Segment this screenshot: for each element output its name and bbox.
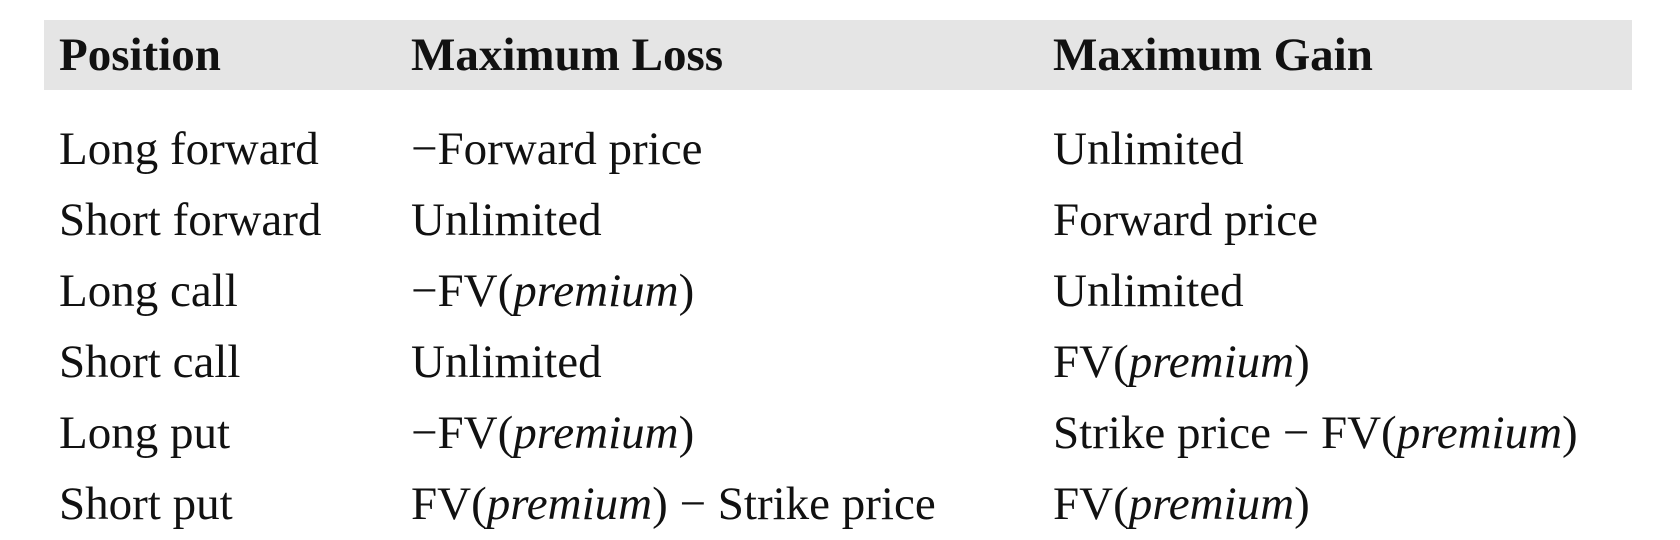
cell-position: Long forward bbox=[59, 123, 319, 175]
cell-maximum-loss: Unlimited bbox=[396, 197, 1038, 244]
cell-position: Short put bbox=[59, 478, 233, 530]
cell-position: Long call bbox=[59, 265, 238, 317]
text-segment: ) bbox=[1294, 478, 1310, 530]
text-segment: −Forward price bbox=[411, 123, 703, 175]
table-header-row: Position Maximum Loss Maximum Gain bbox=[44, 20, 1632, 90]
positions-table: Position Maximum Loss Maximum Gain Long … bbox=[44, 20, 1632, 540]
italic-text: premium bbox=[513, 407, 679, 459]
text-segment: Unlimited bbox=[1053, 123, 1244, 175]
cell-position: Short call bbox=[59, 336, 241, 388]
cell-maximum-gain: Strike price − FV(premium) bbox=[1038, 410, 1632, 457]
table-row: Short call Unlimited FV(premium) bbox=[44, 327, 1632, 398]
table-row: Long put −FV(premium) Strike price − FV(pr… bbox=[44, 398, 1632, 469]
text-segment: FV( bbox=[411, 478, 487, 530]
text-segment: ) bbox=[1294, 336, 1310, 388]
cell-maximum-gain: FV(premium) bbox=[1038, 339, 1632, 386]
table-row: Short put FV(premium) − Strike price FV(pr… bbox=[44, 469, 1632, 540]
text-segment: Forward price bbox=[1053, 194, 1318, 246]
cell-position: Long put bbox=[59, 407, 231, 459]
text-segment: −FV( bbox=[411, 265, 514, 317]
cell-maximum-gain: FV(premium) bbox=[1038, 481, 1632, 528]
table-row: Long call −FV(premium) Unlimited bbox=[44, 256, 1632, 327]
italic-text: premium bbox=[1396, 407, 1563, 459]
italic-text: premium bbox=[1128, 478, 1295, 530]
cell-position: Short forward bbox=[59, 194, 322, 246]
text-segment: FV( bbox=[1053, 336, 1129, 388]
text-segment: Strike price − FV( bbox=[1053, 407, 1397, 459]
cell-maximum-loss: FV(premium) − Strike price bbox=[396, 481, 1038, 528]
cell-maximum-gain: Unlimited bbox=[1038, 126, 1632, 173]
cell-maximum-loss: Unlimited bbox=[396, 339, 1038, 386]
header-position: Position bbox=[59, 28, 221, 81]
italic-text: premium bbox=[513, 265, 679, 317]
text-segment: −FV( bbox=[411, 407, 514, 459]
table-body: Long forward −Forward price Unlimited Short… bbox=[44, 114, 1632, 540]
header-maximum-loss: Maximum Loss bbox=[411, 28, 724, 81]
cell-maximum-loss: −FV(premium) bbox=[396, 268, 1038, 315]
table-row: Long forward −Forward price Unlimited bbox=[44, 114, 1632, 185]
text-segment: FV( bbox=[1053, 478, 1129, 530]
text-segment: ) bbox=[678, 407, 695, 459]
cell-maximum-loss: −Forward price bbox=[396, 126, 1038, 173]
cell-maximum-loss: −FV(premium) bbox=[396, 410, 1038, 457]
text-segment: Unlimited bbox=[1053, 265, 1244, 317]
header-maximum-gain: Maximum Gain bbox=[1053, 28, 1373, 81]
italic-text: premium bbox=[486, 478, 653, 530]
italic-text: premium bbox=[1128, 336, 1295, 388]
text-segment: Unlimited bbox=[411, 336, 602, 388]
text-segment: ) − Strike price bbox=[652, 478, 936, 530]
text-segment: ) bbox=[1562, 407, 1578, 459]
text-segment: Unlimited bbox=[411, 194, 602, 246]
table-row: Short forward Unlimited Forward price bbox=[44, 185, 1632, 256]
cell-maximum-gain: Unlimited bbox=[1038, 268, 1632, 315]
text-segment: ) bbox=[678, 265, 695, 317]
cell-maximum-gain: Forward price bbox=[1038, 197, 1632, 244]
